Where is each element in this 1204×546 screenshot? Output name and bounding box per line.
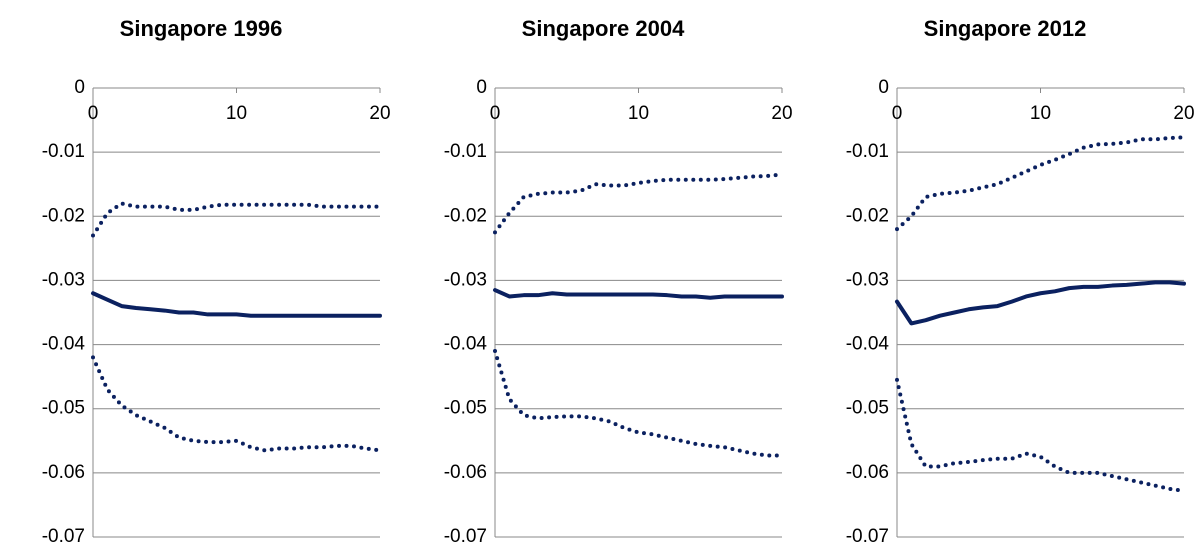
series-line xyxy=(91,201,382,238)
y-tick-label: -0.07 xyxy=(846,526,889,546)
x-tick-label: 0 xyxy=(88,103,99,124)
x-tick-label: 0 xyxy=(490,103,501,124)
series-line xyxy=(895,280,1186,326)
x-tick-label: 10 xyxy=(1030,103,1051,124)
y-tick-label: -0.05 xyxy=(846,398,889,419)
series-line xyxy=(91,355,382,453)
x-tick-label: 0 xyxy=(892,103,903,124)
y-tick-label: -0.02 xyxy=(42,205,85,226)
y-tick-label: -0.07 xyxy=(42,526,85,546)
y-tick-label: -0.06 xyxy=(444,462,487,483)
chart-title: Singapore 1996 xyxy=(120,16,283,41)
y-tick-label: -0.03 xyxy=(846,269,889,290)
series-line xyxy=(493,172,784,235)
y-tick-label: -0.02 xyxy=(846,205,889,226)
y-tick-label: -0.07 xyxy=(444,526,487,546)
chart-title: Singapore 2004 xyxy=(522,16,685,41)
y-tick-label: -0.04 xyxy=(42,334,86,355)
y-tick-label: -0.06 xyxy=(846,462,889,483)
series-line xyxy=(895,377,1186,493)
y-tick-label: -0.04 xyxy=(444,334,488,355)
series-line xyxy=(895,135,1186,232)
x-tick-label: 10 xyxy=(226,103,247,124)
y-tick-label: -0.05 xyxy=(444,398,487,419)
x-tick-label: 20 xyxy=(771,103,792,124)
y-tick-label: -0.03 xyxy=(42,269,85,290)
y-tick-label: -0.02 xyxy=(444,205,487,226)
y-tick-label: -0.01 xyxy=(42,141,85,162)
series-line xyxy=(493,288,784,300)
y-tick-label: -0.06 xyxy=(42,462,85,483)
y-tick-label: 0 xyxy=(878,77,889,98)
y-tick-label: 0 xyxy=(74,77,85,98)
x-tick-label: 10 xyxy=(628,103,649,124)
y-tick-label: -0.03 xyxy=(444,269,487,290)
y-tick-label: -0.05 xyxy=(42,398,85,419)
y-tick-label: -0.04 xyxy=(846,334,890,355)
chart-title: Singapore 2012 xyxy=(924,16,1087,41)
series-line xyxy=(91,291,382,318)
x-tick-label: 20 xyxy=(1173,103,1194,124)
x-tick-label: 20 xyxy=(369,103,390,124)
y-tick-label: -0.01 xyxy=(846,141,889,162)
y-tick-label: 0 xyxy=(476,77,487,98)
series-line xyxy=(493,348,784,458)
y-tick-label: -0.01 xyxy=(444,141,487,162)
